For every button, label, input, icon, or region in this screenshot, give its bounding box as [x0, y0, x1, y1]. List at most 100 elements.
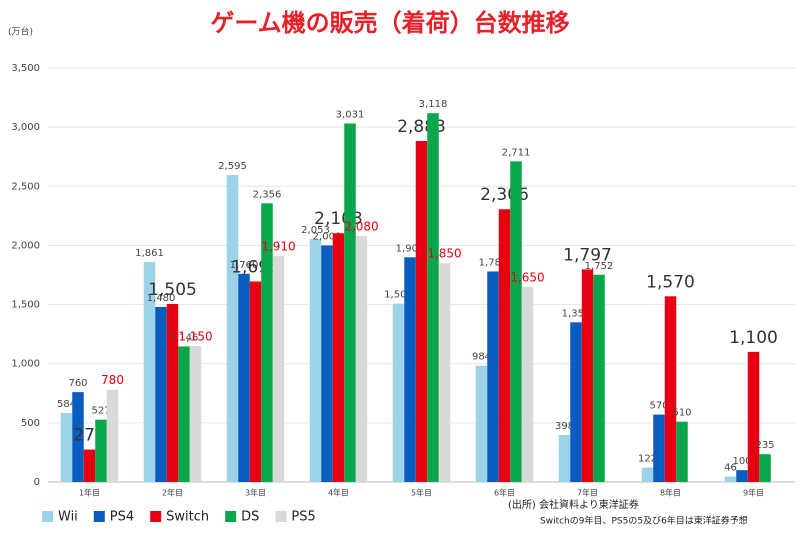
bar — [309, 239, 322, 482]
value-label: 760 — [68, 378, 87, 389]
y-tick-label: 1,000 — [11, 359, 40, 370]
value-label: 122 — [638, 454, 657, 465]
value-label: 1,797 — [563, 245, 612, 265]
bar — [72, 392, 84, 482]
value-label: 2,080 — [344, 219, 378, 233]
bar — [581, 269, 594, 482]
x-tick-label: 2年目 — [162, 488, 183, 498]
bar — [106, 389, 119, 482]
value-label: 570 — [649, 401, 668, 412]
bar — [570, 322, 582, 482]
bar — [759, 454, 771, 482]
value-label: 46 — [724, 463, 737, 474]
legend-swatch — [150, 511, 162, 522]
bar — [653, 414, 665, 482]
value-label: 2,053 — [301, 225, 330, 236]
y-tick-label: 0 — [34, 477, 40, 488]
value-label: 1,146 — [170, 332, 199, 343]
bar — [676, 421, 688, 482]
value-label: 100 — [732, 456, 751, 467]
value-label: 3,031 — [336, 109, 365, 120]
source: (出所) 会社資料より東洋証券 — [508, 498, 639, 511]
value-label: 584 — [57, 399, 76, 410]
value-label: 2,000 — [313, 231, 342, 242]
bar — [475, 365, 488, 482]
bar — [355, 235, 368, 482]
x-tick-label: 3年目 — [245, 488, 266, 498]
bar — [593, 274, 605, 482]
bar — [498, 209, 511, 482]
legend-label: Switch — [166, 510, 209, 525]
value-label: 1,350 — [562, 308, 591, 319]
bar — [747, 351, 760, 482]
value-label: 2,595 — [218, 161, 247, 172]
chart-title: ゲーム機の販売（着荷）台数推移 — [210, 9, 569, 37]
bar — [641, 467, 654, 482]
x-tick-label: 9年目 — [743, 488, 764, 498]
value-label: 3,118 — [419, 99, 448, 110]
bar — [321, 245, 333, 482]
y-tick-label: 3,500 — [11, 63, 40, 74]
legend-swatch — [42, 511, 53, 522]
y-tick-label: 2,500 — [11, 181, 40, 192]
x-tick-label: 4年目 — [328, 488, 349, 498]
bar — [510, 161, 522, 482]
bar — [724, 476, 737, 482]
bar — [736, 470, 748, 482]
legend-label: Wii — [58, 510, 78, 525]
legend-label: PS4 — [110, 510, 134, 525]
bar — [558, 434, 571, 482]
bar — [664, 296, 677, 482]
bar — [189, 345, 202, 482]
value-label: 2,711 — [502, 147, 531, 158]
x-tick-label: 8年目 — [660, 488, 681, 498]
bar — [155, 306, 167, 482]
value-label: 1,570 — [646, 272, 695, 292]
legend-label: PS5 — [291, 510, 315, 525]
note: Switchの9年目、PS5の5及び6年目は東洋証券予想 — [540, 515, 748, 527]
value-label: 1,910 — [261, 240, 295, 254]
bar — [272, 256, 285, 482]
value-label: 527 — [91, 406, 110, 417]
bar — [521, 286, 534, 482]
bar — [392, 303, 405, 482]
bar — [344, 123, 356, 482]
value-label: 1,752 — [585, 261, 614, 272]
x-tick-label: 7年目 — [577, 488, 598, 498]
bar — [238, 273, 250, 482]
bar — [249, 281, 262, 482]
legend-swatch — [275, 511, 287, 522]
bar — [166, 303, 179, 482]
x-tick-label: 6年目 — [494, 488, 515, 498]
legend-label: DS — [241, 510, 259, 525]
bar — [83, 449, 96, 482]
value-label: 1,650 — [510, 270, 544, 284]
bar — [143, 261, 156, 482]
value-label: 235 — [755, 440, 774, 451]
legend-swatch — [93, 511, 105, 522]
x-tick-label: 1年目 — [79, 488, 100, 498]
x-tick-label: 5年目 — [411, 488, 432, 498]
y-tick-label: 2,000 — [11, 240, 40, 251]
bar — [95, 419, 107, 482]
y-unit: (万台) — [8, 26, 33, 38]
value-label: 1,861 — [135, 248, 164, 259]
bar — [60, 412, 73, 482]
value-label: 1,760 — [230, 260, 259, 271]
value-label: 1,480 — [147, 293, 176, 304]
value-label: 2,356 — [253, 189, 282, 200]
value-label: 984 — [472, 352, 491, 363]
bar — [438, 263, 451, 482]
bar — [415, 140, 428, 482]
value-label: 398 — [555, 421, 574, 432]
value-label: 780 — [101, 373, 124, 387]
bar — [427, 113, 439, 482]
bar — [404, 257, 416, 482]
y-tick-label: 3,000 — [11, 122, 40, 133]
bar — [178, 346, 190, 482]
value-label: 1,780 — [479, 257, 508, 268]
value-label: 510 — [672, 408, 691, 419]
bar — [261, 203, 273, 483]
value-label: 1,850 — [427, 247, 461, 261]
